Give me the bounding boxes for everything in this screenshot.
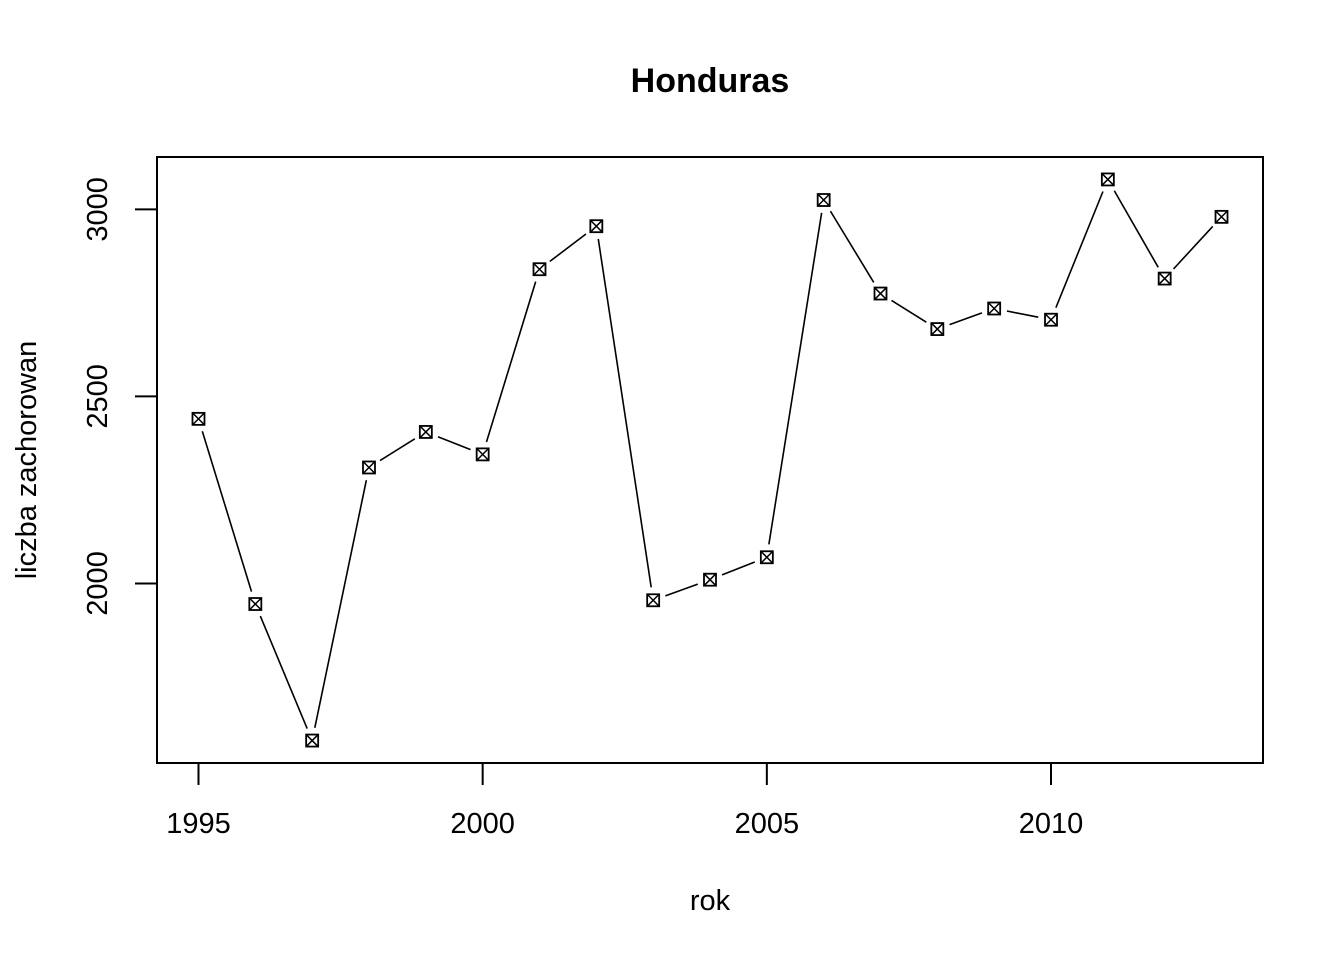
data-point — [703, 572, 717, 587]
data-point — [305, 733, 320, 748]
line-segment — [314, 480, 368, 728]
line-segment — [437, 435, 471, 451]
data-point — [589, 219, 604, 234]
line-segment — [1113, 190, 1159, 268]
line-segment — [201, 431, 253, 592]
line-segment — [597, 238, 653, 588]
line-segment — [549, 233, 587, 263]
data-point — [248, 597, 263, 611]
line-segment — [665, 583, 699, 597]
y-tick-label: 2500 — [82, 364, 114, 429]
y-axis-label: liczba zachorowan — [11, 341, 43, 580]
line-segment — [1172, 225, 1214, 270]
data-point — [1100, 172, 1115, 187]
line-segment — [485, 281, 537, 443]
data-point — [418, 425, 433, 439]
data-point — [1044, 312, 1058, 327]
y-tick-label: 2000 — [82, 551, 114, 616]
series-line — [201, 190, 1214, 729]
y-tick-label: 3000 — [82, 177, 114, 242]
line-segment — [891, 299, 927, 323]
data-point — [532, 262, 547, 277]
data-point — [987, 301, 1002, 316]
line-segment — [379, 438, 416, 462]
data-markers — [191, 172, 1229, 748]
data-point — [873, 286, 888, 301]
x-tick-label: 2010 — [1019, 808, 1084, 840]
data-point — [646, 593, 661, 608]
data-point — [362, 460, 376, 475]
line-segment — [768, 212, 823, 545]
data-point — [816, 193, 831, 207]
x-tick-label: 1995 — [166, 808, 231, 840]
line-segment — [949, 312, 983, 326]
data-point — [1157, 271, 1172, 286]
x-tick-label: 2000 — [450, 808, 515, 840]
data-point — [759, 550, 774, 565]
chart-title: Honduras — [631, 62, 790, 100]
x-axis: 1995 2000 2005 2010 — [166, 762, 1084, 840]
data-point — [1214, 209, 1229, 224]
line-segment — [829, 210, 875, 283]
line-segment — [1006, 310, 1039, 318]
line-segment — [721, 561, 756, 576]
line-segment — [1055, 191, 1104, 308]
data-point — [191, 411, 206, 426]
x-axis-label: rok — [690, 885, 731, 917]
data-point — [930, 322, 945, 336]
y-axis: 2000 2500 3000 — [82, 177, 158, 616]
data-point — [475, 447, 490, 462]
plot-frame — [156, 156, 1264, 764]
line-segment — [259, 615, 308, 729]
x-tick-label: 2005 — [735, 808, 800, 840]
